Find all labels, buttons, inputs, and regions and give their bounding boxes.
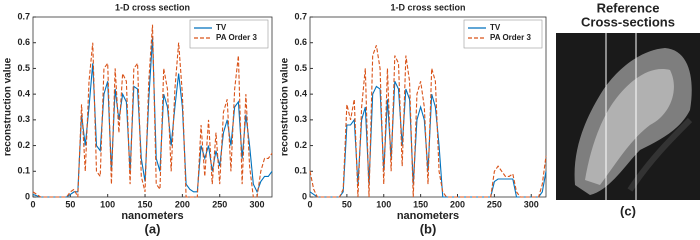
x-tick-label: 50 [342, 199, 352, 209]
x-tick-label: 250 [487, 199, 502, 209]
chart: 1-D cross section 0 0.1 0.2 0.3 0.4 0.5 0.6 0.7 0… [280, 2, 547, 236]
x-tick-label: 0 [30, 199, 35, 209]
y-tick-label: 0.2 [17, 140, 30, 150]
image-texture [585, 69, 674, 185]
image-title: Reference [597, 0, 660, 15]
x-tick-label: 250 [212, 199, 227, 209]
y-tick-label: 0.6 [17, 37, 30, 47]
y-tick-label: 0.4 [294, 89, 307, 99]
x-tick-label: 200 [450, 199, 465, 209]
x-tick-label: 50 [65, 199, 75, 209]
y-tick-label: 0.4 [17, 89, 30, 99]
y-tick-label: 0.3 [294, 114, 307, 124]
image-title: Cross-sections [581, 14, 675, 29]
x-tick-label: 300 [524, 199, 539, 209]
y-tick-label: 0 [302, 191, 307, 201]
x-tick-label: 200 [175, 199, 190, 209]
series-line [32, 24, 273, 198]
x-tick-label: 0 [307, 199, 312, 209]
caption: (b) [420, 221, 437, 236]
legend-box [189, 19, 269, 49]
legend-label: PA Order 3 [490, 33, 531, 42]
y-tick-label: 0.7 [17, 11, 30, 21]
legend-label: PA Order 3 [216, 33, 257, 42]
y-axis-label: reconstruction value [280, 57, 291, 156]
x-axis-label: nanometers [397, 210, 459, 222]
legend-label: TV [216, 23, 227, 32]
chart-title: 1-D cross section [390, 2, 465, 12]
legend-label: TV [490, 23, 501, 32]
y-tick-label: 0.1 [294, 166, 307, 176]
y-tick-label: 0.7 [294, 11, 307, 21]
y-tick-label: 0.3 [17, 114, 30, 124]
x-tick-label: 150 [138, 199, 153, 209]
chart-title: 1-D cross section [115, 2, 190, 12]
caption: (c) [620, 203, 636, 218]
y-tick-label: 0.5 [294, 63, 307, 73]
image-panel: Reference Cross-sections (c) [556, 0, 700, 218]
series-line [309, 45, 547, 198]
y-tick-label: 0 [25, 191, 30, 201]
x-tick-label: 150 [413, 199, 428, 209]
series-line [309, 81, 547, 198]
legend-box [463, 19, 543, 49]
y-tick-label: 0.6 [294, 37, 307, 47]
x-tick-label: 100 [100, 199, 115, 209]
y-tick-label: 0.5 [17, 63, 30, 73]
y-axis-label: reconstruction value [3, 57, 14, 156]
y-tick-label: 0.2 [294, 140, 307, 150]
chart: 1-D cross section 0 0.1 0.2 0.3 0.4 0.5 0.6 0.7 0… [3, 2, 273, 236]
x-tick-label: 100 [376, 199, 391, 209]
x-tick-label: 300 [250, 199, 265, 209]
x-axis-label: nanometers [121, 210, 183, 222]
y-tick-label: 0.1 [17, 166, 30, 176]
caption: (a) [145, 221, 161, 236]
